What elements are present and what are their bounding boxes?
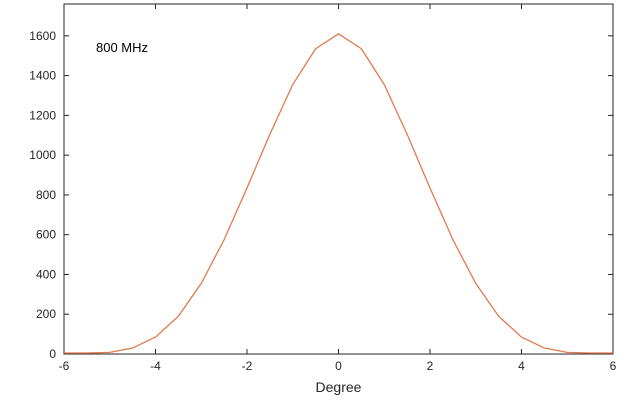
y-axis-ticks: 0 200 400 600 800 1000 1200 1400 1600 — [29, 29, 613, 361]
x-tick-label: 4 — [518, 359, 525, 373]
y-tick-label: 1600 — [29, 29, 56, 43]
x-tick-label: -4 — [150, 359, 161, 373]
x-tick-label: 6 — [610, 359, 617, 373]
y-tick-label: 400 — [36, 267, 56, 281]
y-tick-label: 0 — [49, 347, 56, 361]
y-tick-label: 600 — [36, 228, 56, 242]
x-axis-label: Degree — [316, 379, 362, 395]
y-tick-label: 800 — [36, 188, 56, 202]
series-line — [64, 33, 613, 354]
chart-annotation: 800 MHz — [96, 40, 148, 55]
x-tick-label: 0 — [335, 359, 342, 373]
y-tick-label: 200 — [36, 307, 56, 321]
x-tick-label: -6 — [59, 359, 70, 373]
x-tick-label: -2 — [242, 359, 253, 373]
x-tick-label: 2 — [427, 359, 434, 373]
y-tick-label: 1000 — [29, 148, 56, 162]
y-tick-label: 1400 — [29, 69, 56, 83]
plot-area — [63, 3, 614, 355]
y-tick-label: 1200 — [29, 108, 56, 122]
x-axis-ticks: -6 -4 -2 0 2 4 6 — [59, 4, 617, 373]
series-layer — [64, 33, 613, 354]
